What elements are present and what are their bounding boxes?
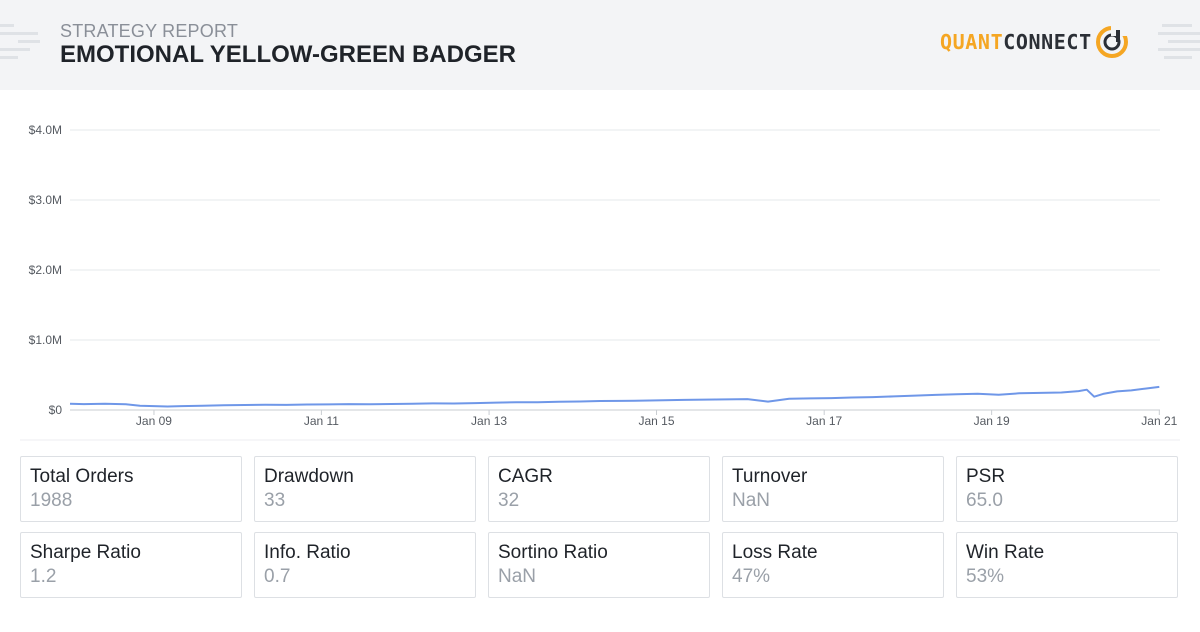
y-tick-label: $1.0M <box>29 333 62 347</box>
stat-name: CAGR <box>498 466 553 487</box>
x-tick-label: Jan 15 <box>639 414 675 428</box>
y-tick-label: $3.0M <box>29 193 62 207</box>
stat-name: Sortino Ratio <box>498 542 608 563</box>
stat-card-psr: PSR 65.0 <box>956 456 1178 522</box>
stat-card-sharpe-ratio: Sharpe Ratio 1.2 <box>20 532 242 598</box>
stat-name: PSR <box>966 466 1006 487</box>
quantconnect-logo[interactable]: QUANT CONNECT <box>940 24 1130 60</box>
stat-value: 65.0 <box>966 490 1003 511</box>
x-tick-label: Jan 19 <box>974 414 1010 428</box>
stat-name: Win Rate <box>966 542 1045 563</box>
stat-value: NaN <box>498 566 537 587</box>
stat-name: Total Orders <box>30 466 134 487</box>
brand-text-quant: QUANT <box>940 30 1004 54</box>
stat-value: 53% <box>966 566 1005 587</box>
stat-value: 47% <box>732 566 771 587</box>
strategy-title: EMOTIONAL YELLOW-GREEN BADGER <box>60 41 516 68</box>
stat-card-loss-rate: Loss Rate 47% <box>722 532 944 598</box>
stat-card-sortino-ratio: Sortino Ratio NaN <box>488 532 710 598</box>
quantconnect-logo-icon <box>1095 26 1128 58</box>
stat-card-drawdown: Drawdown 33 <box>254 456 476 522</box>
x-tick-label: Jan 21 <box>1141 414 1177 428</box>
stat-name: Drawdown <box>264 466 354 487</box>
stat-value: NaN <box>732 490 771 511</box>
stat-name: Sharpe Ratio <box>30 542 141 563</box>
x-tick-label: Jan 13 <box>471 414 507 428</box>
x-tick-label: Jan 09 <box>136 414 172 428</box>
equity-chart-svg: $0 $1.0M $2.0M $3.0M $4.0M Jan 09 Jan 11 Jan 13… <box>20 123 1180 441</box>
y-tick-label: $4.0M <box>29 123 62 137</box>
stat-name: Info. Ratio <box>264 542 351 563</box>
brand-text-connect: CONNECT <box>1003 30 1092 54</box>
stat-value: 1988 <box>30 490 73 511</box>
decorative-lines-right <box>1158 24 1200 59</box>
x-tick-label: Jan 11 <box>304 414 339 428</box>
stat-name: Turnover <box>732 466 808 487</box>
report-subtitle: STRATEGY REPORT <box>60 21 239 41</box>
stat-name: Loss Rate <box>732 542 818 563</box>
decorative-lines-left <box>0 24 40 59</box>
stat-card-info-ratio: Info. Ratio 0.7 <box>254 532 476 598</box>
equity-line <box>69 385 1160 408</box>
stat-value: 1.2 <box>30 566 57 587</box>
stat-card-turnover: Turnover NaN <box>722 456 944 522</box>
y-tick-label: $0 <box>49 403 63 417</box>
x-tick-label: Jan 17 <box>806 414 842 428</box>
stat-value: 32 <box>498 490 520 511</box>
stat-card-win-rate: Win Rate 53% <box>956 532 1178 598</box>
equity-chart: $0 $1.0M $2.0M $3.0M $4.0M Jan 09 Jan 11 Jan 13… <box>0 100 1200 450</box>
y-tick-label: $2.0M <box>29 263 62 277</box>
report-header: STRATEGY REPORT EMOTIONAL YELLOW-GREEN B… <box>0 0 1200 90</box>
statistics-grid: Total Orders 1988 Drawdown 33 CAGR 32 Tu… <box>20 456 1180 598</box>
stat-value: 0.7 <box>264 566 291 587</box>
stat-value: 33 <box>264 490 286 511</box>
stat-card-total-orders: Total Orders 1988 <box>20 456 242 522</box>
stat-card-cagr: CAGR 32 <box>488 456 710 522</box>
